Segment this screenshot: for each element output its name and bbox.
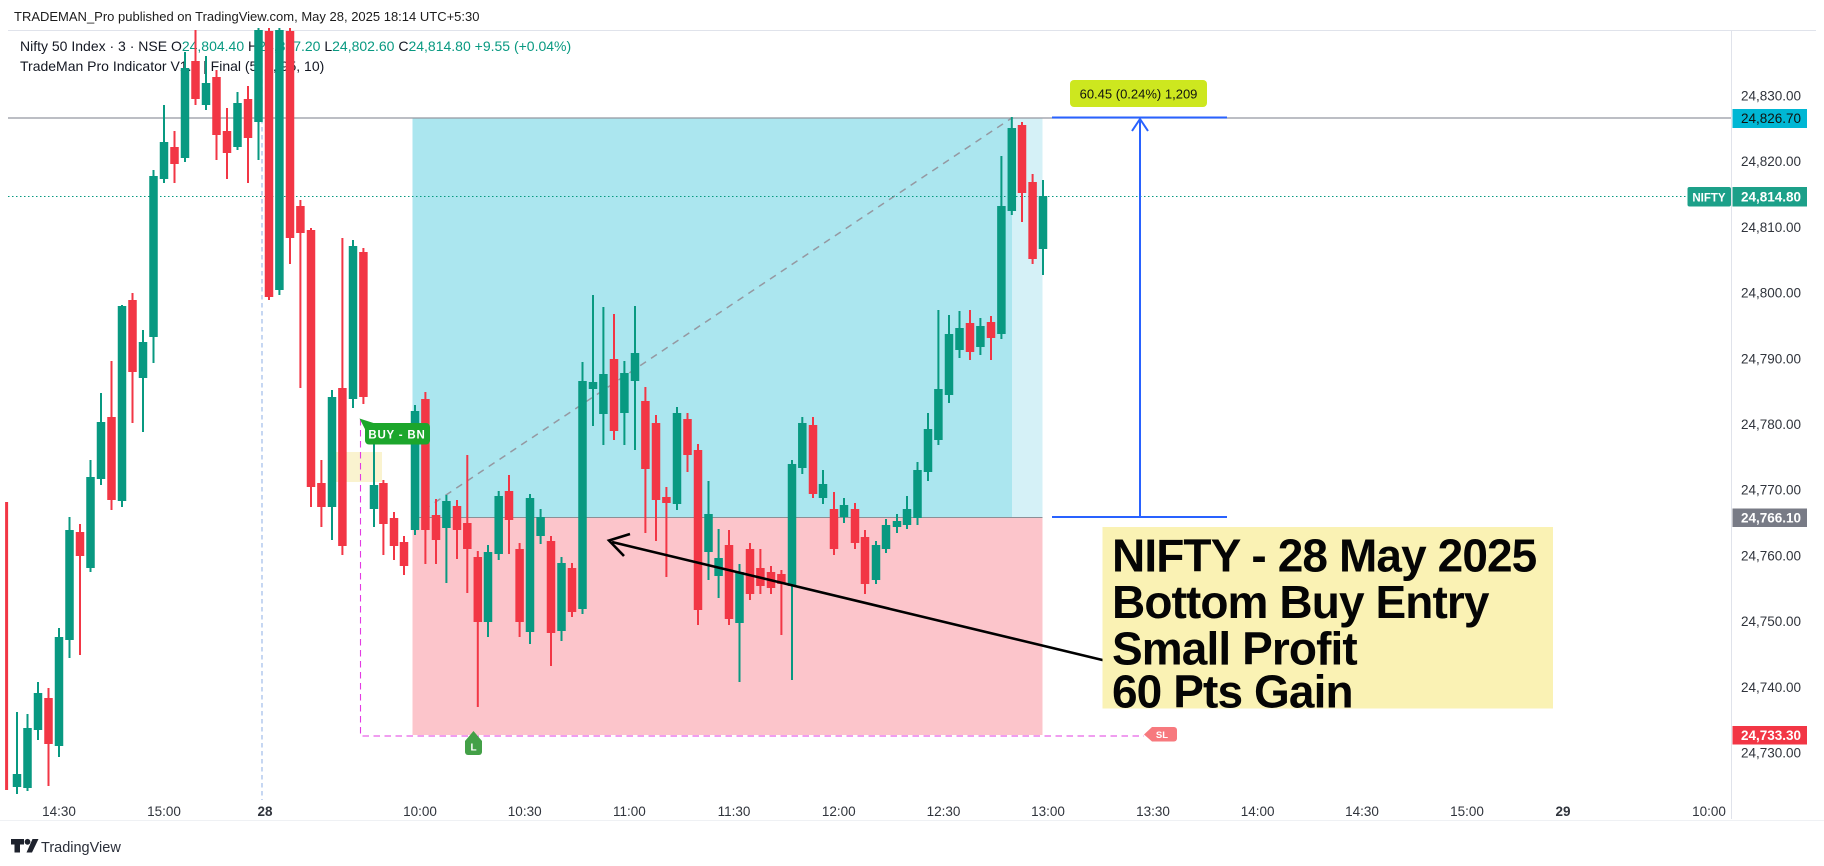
- svg-text:10:30: 10:30: [508, 804, 542, 819]
- svg-text:13:00: 13:00: [1031, 804, 1065, 819]
- svg-text:14:00: 14:00: [1241, 804, 1275, 819]
- svg-text:14:30: 14:30: [1345, 804, 1379, 819]
- svg-text:L: L: [470, 743, 476, 754]
- svg-text:12:00: 12:00: [822, 804, 856, 819]
- svg-text:28: 28: [257, 804, 273, 819]
- svg-text:NIFTY: NIFTY: [1692, 193, 1726, 205]
- svg-text:TradeMan Pro Indicator V1.5 |: TradeMan Pro Indicator V1.5 | Final (5, …: [20, 58, 324, 74]
- svg-text:24,826.70: 24,826.70: [1741, 111, 1801, 126]
- svg-text:TRADEMAN_Pro published on Trad: TRADEMAN_Pro published on TradingView.co…: [14, 9, 479, 24]
- svg-text:24,740.00: 24,740.00: [1741, 680, 1801, 695]
- svg-text:10:00: 10:00: [403, 804, 437, 819]
- svg-text:NIFTY - 28 May 2025: NIFTY - 28 May 2025: [1112, 530, 1537, 582]
- svg-text:24,760.00: 24,760.00: [1741, 548, 1801, 563]
- svg-text:24,810.00: 24,810.00: [1741, 220, 1801, 235]
- svg-text:24,780.00: 24,780.00: [1741, 417, 1801, 432]
- svg-text:15:00: 15:00: [147, 804, 181, 819]
- svg-text:13:30: 13:30: [1136, 804, 1170, 819]
- svg-text:Nifty 50 Index · 3 · NSE O24,: Nifty 50 Index · 3 · NSE O24,804.40 H24,…: [20, 38, 571, 54]
- svg-text:24,733.30: 24,733.30: [1741, 728, 1801, 743]
- svg-text:SL: SL: [1156, 730, 1168, 741]
- svg-text:BUY - BN: BUY - BN: [368, 430, 425, 442]
- svg-text:60 Pts Gain: 60 Pts Gain: [1112, 666, 1353, 718]
- svg-text:24,820.00: 24,820.00: [1741, 154, 1801, 169]
- svg-text:Small Profit: Small Profit: [1112, 623, 1357, 675]
- svg-text:29: 29: [1555, 804, 1570, 819]
- svg-text:10:00: 10:00: [1692, 804, 1726, 819]
- svg-text:24,790.00: 24,790.00: [1741, 351, 1801, 366]
- svg-text:Bottom Buy Entry: Bottom Buy Entry: [1112, 576, 1490, 628]
- svg-text:14:30: 14:30: [42, 804, 76, 819]
- svg-text:24,770.00: 24,770.00: [1741, 483, 1801, 498]
- svg-text:24,800.00: 24,800.00: [1741, 286, 1801, 301]
- svg-text:24,730.00: 24,730.00: [1741, 746, 1801, 761]
- svg-text:TradingView: TradingView: [41, 840, 121, 856]
- svg-text:24,750.00: 24,750.00: [1741, 614, 1801, 629]
- svg-text:15:00: 15:00: [1450, 804, 1484, 819]
- svg-text:11:00: 11:00: [613, 804, 646, 819]
- svg-text:12:30: 12:30: [927, 804, 961, 819]
- svg-text:24,814.80: 24,814.80: [1741, 190, 1801, 205]
- svg-text:60.45 (0.24%) 1,209: 60.45 (0.24%) 1,209: [1080, 87, 1198, 102]
- svg-text:11:30: 11:30: [718, 804, 751, 819]
- svg-text:24,830.00: 24,830.00: [1741, 89, 1801, 104]
- svg-text:24,766.10: 24,766.10: [1741, 511, 1801, 526]
